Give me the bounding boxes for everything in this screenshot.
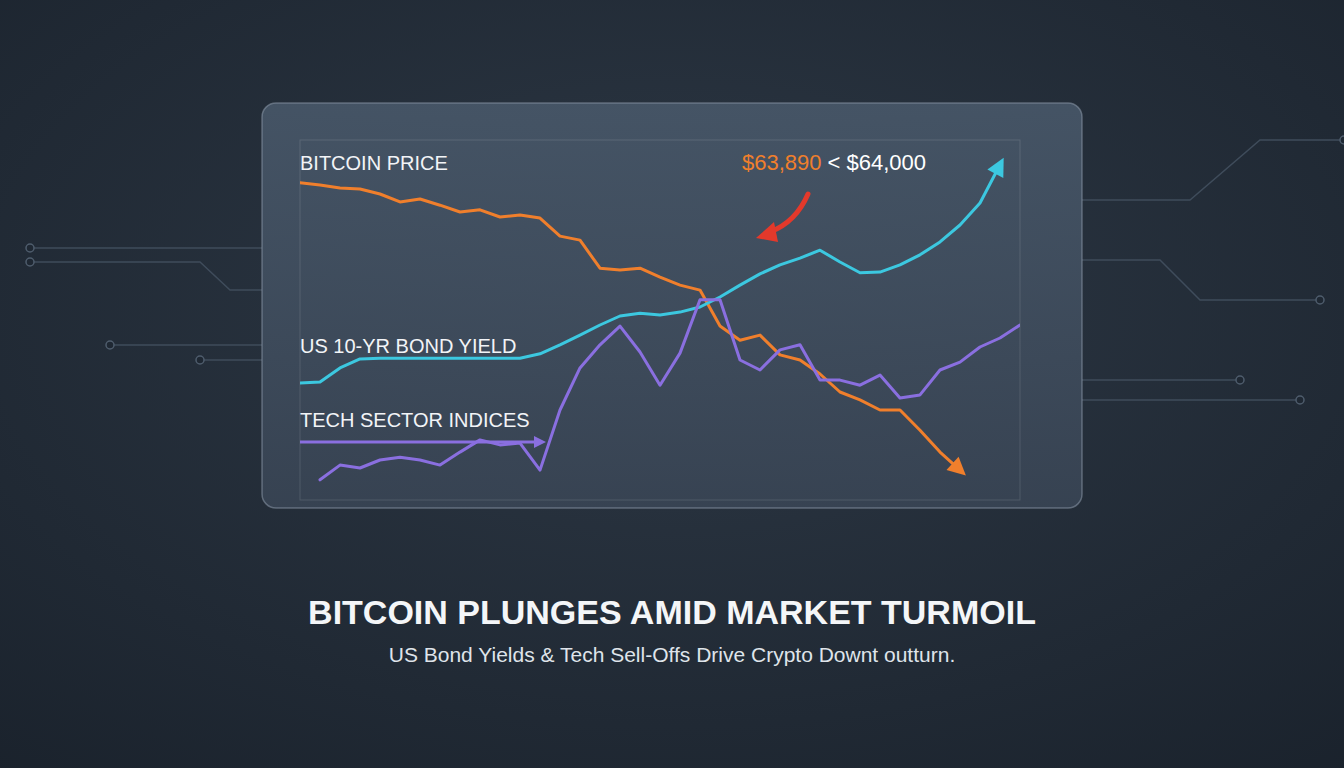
label-underline	[300, 441, 536, 444]
panel	[262, 103, 1082, 508]
series-label: US 10-YR BOND YIELD	[300, 335, 516, 357]
line-arrowhead	[987, 158, 1003, 178]
annotation: $63,890< $64,000	[742, 150, 926, 175]
series-line	[300, 183, 960, 470]
plot-frame	[300, 140, 1020, 500]
series-label: TECH SECTOR INDICES	[300, 409, 530, 431]
circuit-line	[1082, 260, 1320, 300]
circuit-line	[1082, 399, 1300, 401]
series-line	[300, 165, 1000, 383]
circuit-node	[1340, 136, 1344, 144]
circuit-node	[106, 341, 114, 349]
circuit-node	[26, 258, 34, 266]
circuit-node	[196, 356, 204, 364]
circuit-line	[30, 262, 262, 290]
title: BITCOIN PLUNGES AMID MARKET TURMOIL	[308, 593, 1036, 631]
circuit-line	[200, 359, 262, 361]
circuit-node	[1296, 396, 1304, 404]
series-line	[320, 300, 1020, 480]
annotation-part: $63,890	[742, 150, 822, 175]
plot-area	[300, 158, 1020, 480]
line-arrowhead	[947, 457, 966, 476]
chart-canvas: BITCOIN PRICE US 10-YR BOND YIELD TECH SEC…	[0, 0, 1344, 768]
circuit-node	[1236, 376, 1244, 384]
annotation-arrow	[770, 194, 808, 232]
background	[0, 0, 1344, 768]
circuit-line	[1082, 379, 1240, 381]
series-label: BITCOIN PRICE	[300, 152, 448, 174]
label-underline-arrow	[534, 436, 546, 448]
subtitle: US Bond Yields & Tech Sell-Offs Drive Cr…	[389, 643, 955, 666]
annotation-arrowhead	[756, 222, 778, 242]
circuit-node	[1316, 296, 1324, 304]
circuit-line	[30, 247, 262, 249]
annotation-part: < $64,000	[828, 150, 926, 175]
circuit-line	[1082, 140, 1344, 200]
circuit-line	[110, 344, 262, 346]
circuit-node	[26, 244, 34, 252]
